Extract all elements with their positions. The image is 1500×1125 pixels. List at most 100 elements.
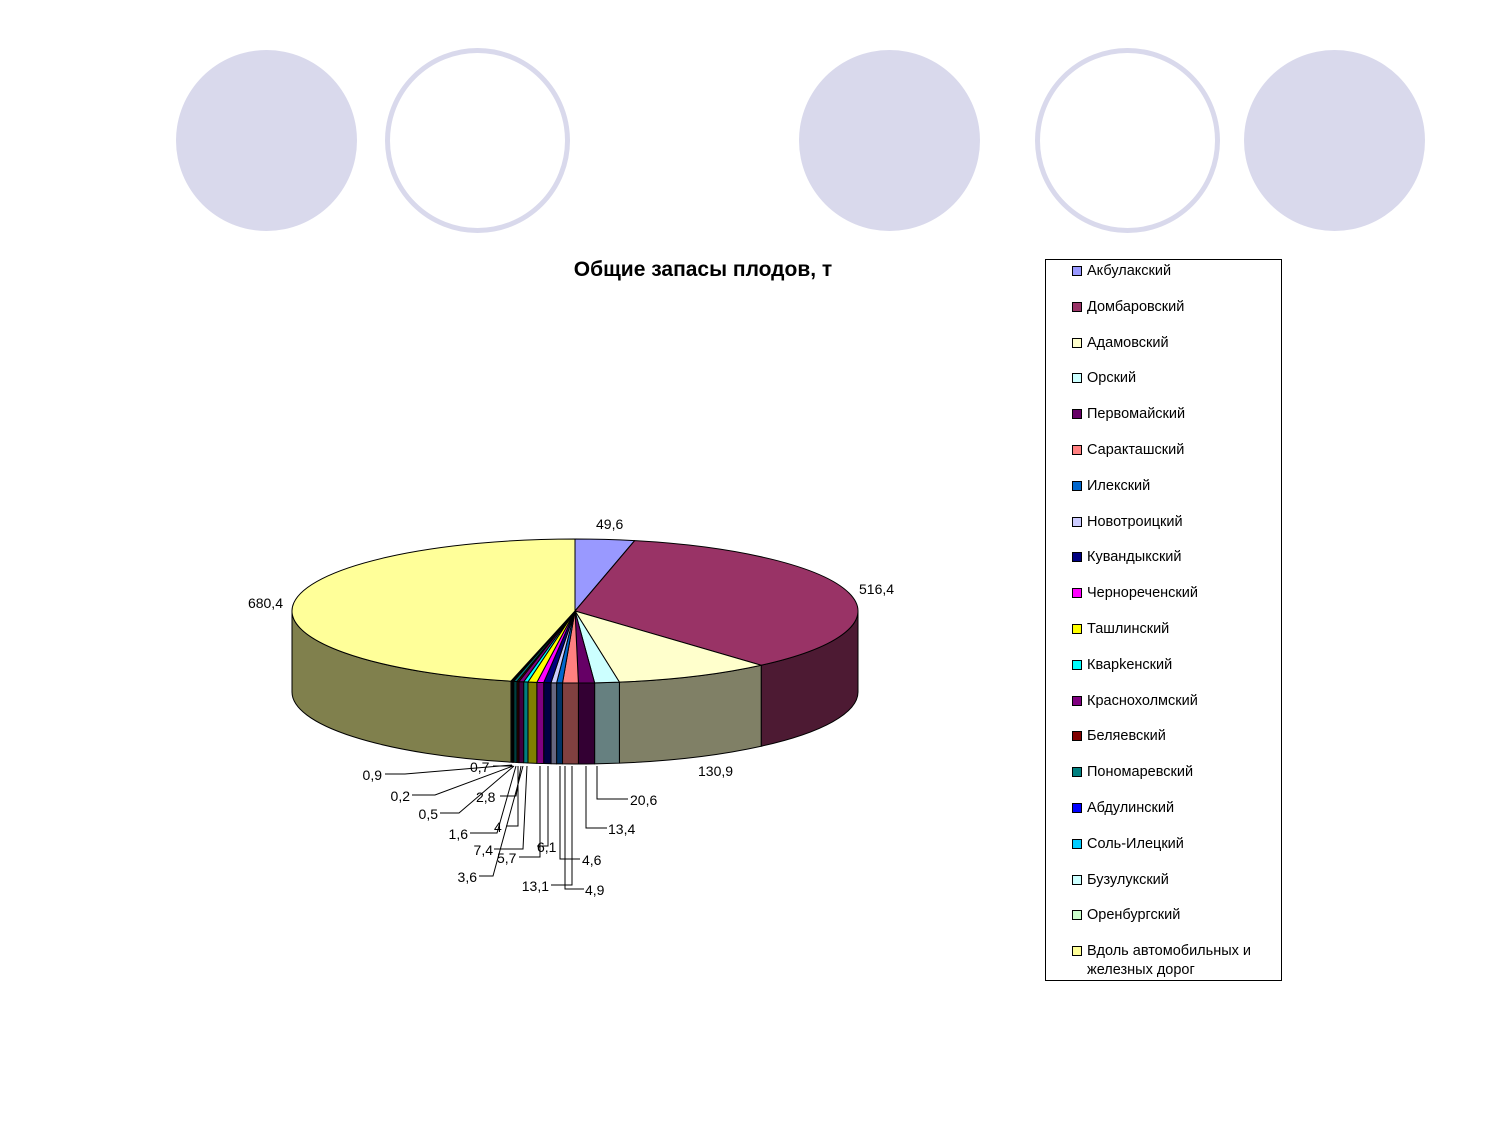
legend-item: Кварkенский [1072,656,1277,675]
legend-item: Саракташский [1072,441,1277,460]
legend-label: Беляевский [1087,728,1166,745]
legend-swatch [1072,624,1082,634]
decor-circle-2 [385,48,570,233]
legend-swatch [1072,337,1082,348]
pie-side-7 [556,682,564,765]
pie-side-6 [562,682,579,765]
legend-item: Пономаревский [1072,763,1277,782]
pie-slice-2 [574,540,859,666]
pie-side-4 [594,681,620,765]
pie-side-10 [536,681,545,765]
chart-title: Общие запасы плодов, т [573,258,833,281]
leader-line-16 [440,765,515,814]
legend-label: Вдоль автомобильных и железных дорог [1087,943,1252,979]
legend-swatch [1072,409,1082,420]
legend-label: Соль-Илецкий [1087,835,1184,852]
legend-item: Беляевский [1072,727,1277,746]
pie-side-8 [550,682,558,765]
leader-line-19 [385,764,513,775]
data-label-3: 130,9 [698,763,733,779]
data-label-17: 0,2 [391,788,411,804]
leader-line-15 [500,765,522,797]
legend-item: Оренбургский [1072,906,1277,925]
legend-label: Новотроицкий [1087,513,1183,530]
legend-swatch [1072,910,1082,921]
legend-swatch [1072,266,1082,276]
data-label-10: 5,7 [497,850,517,866]
pie-side-13 [518,681,525,764]
legend-label: Бузулукский [1087,871,1169,888]
legend-item: Соль-Илецкий [1072,835,1277,854]
legend-label: Кварkенский [1087,656,1173,673]
data-label-8: 4,6 [582,852,602,868]
legend-swatch [1072,767,1082,778]
data-label-12: 3,6 [458,869,478,885]
data-label-20: 680,4 [248,595,283,611]
data-label-18: 0,7 [470,759,490,775]
leader-line-17 [412,765,514,796]
data-label-19: 0,9 [363,767,383,783]
data-label-13: 4 [494,819,502,835]
pie-side-11 [527,681,538,764]
leader-line-7 [564,766,584,890]
legend-label: Домбаровский [1087,298,1185,315]
legend-item: Первомайский [1072,405,1277,424]
legend-swatch [1072,301,1082,312]
data-label-6: 13,1 [522,878,549,894]
data-label-1: 49,6 [596,516,623,532]
leader-line-4 [596,766,628,800]
data-label-7: 4,9 [585,882,605,898]
leader-line-10 [519,766,541,858]
legend-swatch [1072,946,1082,957]
legend-item: Кувандыкский [1072,548,1277,567]
legend-label: Кувандыкский [1087,549,1182,566]
legend-item: Орский [1072,369,1277,388]
legend-label: Первомайский [1087,406,1186,423]
legend-label: Оренбургский [1087,907,1181,924]
legend-swatch [1072,552,1082,563]
decor-circle-4 [1035,48,1220,233]
pie-side-12 [523,681,529,764]
decor-circle-1 [176,50,357,231]
leader-line-11 [494,765,528,850]
legend-label: Абдулинский [1087,800,1175,816]
pie-side-5 [577,682,596,765]
legend-swatch [1072,588,1082,599]
legend-item: Домбаровский [1072,298,1277,317]
legend-label: Пономаревский [1087,764,1194,781]
legend-item: Абдулинский [1072,799,1277,818]
leader-line-9 [537,766,549,847]
chart-legend: Акбулакский Домбаровский Адамовский Орский П… [1045,259,1282,981]
data-label-14: 1,6 [449,826,469,842]
legend-item: Вдоль автомобильных и железных дорог [1072,942,1277,980]
legend-label: Адамовский [1087,334,1169,351]
decor-circle-5 [1244,50,1425,231]
data-label-4: 20,6 [630,792,657,808]
legend-label: Акбулакский [1087,263,1172,279]
pie-slice-20 [291,538,576,682]
legend-swatch [1072,838,1082,849]
leader-line-8 [559,766,580,860]
legend-swatch [1072,803,1082,813]
data-label-15: 2,8 [476,789,496,805]
data-label-5: 13,4 [608,821,635,837]
pie-slice-3 [574,610,762,683]
legend-item: Акбулакский [1072,262,1277,281]
data-label-9: 6,1 [537,839,557,855]
data-label-16: 0,5 [419,806,439,822]
legend-swatch [1072,874,1082,885]
legend-swatch [1072,516,1082,527]
data-label-2: 516,4 [859,581,894,597]
legend-label: Саракташский [1087,442,1185,458]
data-label-11: 7,4 [474,842,494,858]
legend-swatch [1072,373,1082,384]
legend-label: Ташлинский [1087,621,1170,637]
legend-swatch [1072,731,1082,742]
legend-item: Бузулукский [1072,871,1277,890]
data-labels: 49,6 516,4 130,9 20,6 13,4 13,1 4,9 4,6 6,1 5,77,… [248,516,894,898]
legend-item: Адамовский [1072,334,1277,353]
legend-item: Новотроицкий [1072,513,1277,532]
pie-tops [291,538,859,684]
legend-item: Краснохолмский [1072,692,1277,711]
pie-sides [291,610,859,765]
